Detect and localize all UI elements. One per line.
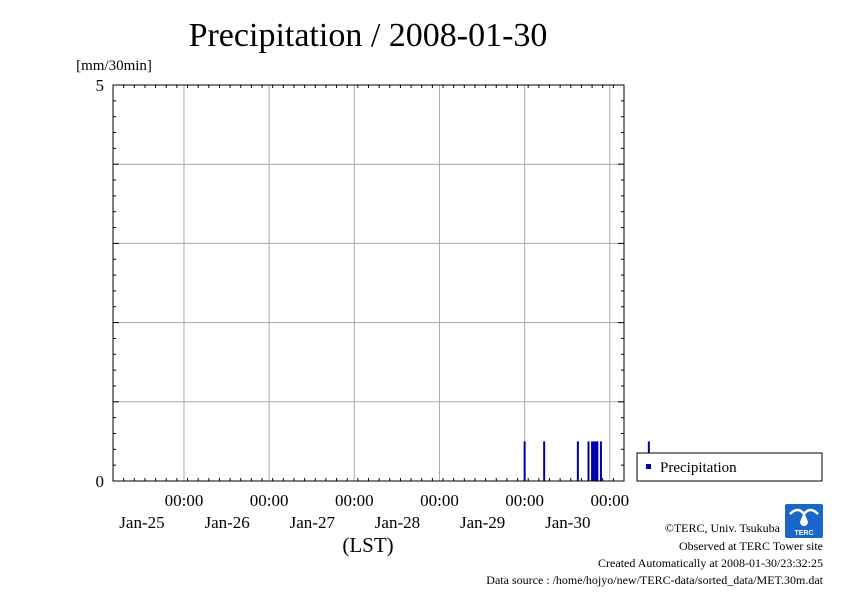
- chart-title: Precipitation / 2008-01-30: [189, 17, 548, 54]
- x-tick-date-label: Jan-25: [119, 513, 164, 532]
- precipitation-bar: [599, 441, 602, 481]
- y-tick-label: 5: [96, 76, 105, 95]
- credit-created: Created Automatically at 2008-01-30/23:3…: [598, 556, 823, 570]
- x-tick-hour-label: 00:00: [420, 491, 459, 510]
- y-axis-label: [mm/30min]: [76, 58, 152, 74]
- x-tick-hour-label: 00:00: [165, 491, 204, 510]
- precipitation-bars: [523, 441, 650, 481]
- x-tick-hour-label: 00:00: [250, 491, 289, 510]
- x-tick-date-label: Jan-28: [375, 513, 420, 532]
- credit-source: Data source : /home/hojyo/new/TERC-data/…: [486, 573, 823, 587]
- grid-lines: [113, 85, 624, 481]
- plot-frame: [112, 84, 625, 482]
- x-tick-date-label: Jan-27: [290, 513, 336, 532]
- x-tick-hour-label: 00:00: [590, 491, 629, 510]
- legend-label: Precipitation: [660, 460, 737, 476]
- precipitation-bar: [543, 441, 546, 481]
- legend-box: [636, 452, 823, 482]
- terc-logo: TERC: [785, 504, 823, 538]
- y-axis-ticks: 05: [96, 76, 624, 491]
- x-tick-date-label: Jan-30: [545, 513, 590, 532]
- credit-observed: Observed at TERC Tower site: [679, 539, 823, 553]
- svg-text:TERC: TERC: [794, 530, 813, 537]
- credit-copyright: ©TERC, Univ. Tsukuba: [665, 521, 781, 535]
- precipitation-bar: [594, 441, 597, 481]
- x-tick-hour-label: 00:00: [505, 491, 544, 510]
- precipitation-bar: [576, 441, 579, 481]
- precipitation-bar: [587, 441, 590, 481]
- x-tick-date-label: Jan-26: [204, 513, 249, 532]
- legend: Precipitation: [636, 452, 823, 482]
- x-axis-ticks: 00:00Jan-2500:00Jan-2600:00Jan-2700:00Ja…: [112, 85, 629, 532]
- precipitation-bar: [592, 441, 595, 481]
- x-tick-date-label: Jan-29: [460, 513, 505, 532]
- legend-swatch: [646, 464, 651, 469]
- precipitation-bar: [523, 441, 526, 481]
- precipitation-bar: [596, 441, 599, 481]
- x-axis-label: (LST): [342, 533, 393, 557]
- y-tick-label: 0: [96, 472, 105, 491]
- x-tick-hour-label: 00:00: [335, 491, 374, 510]
- precipitation-bar: [591, 441, 594, 481]
